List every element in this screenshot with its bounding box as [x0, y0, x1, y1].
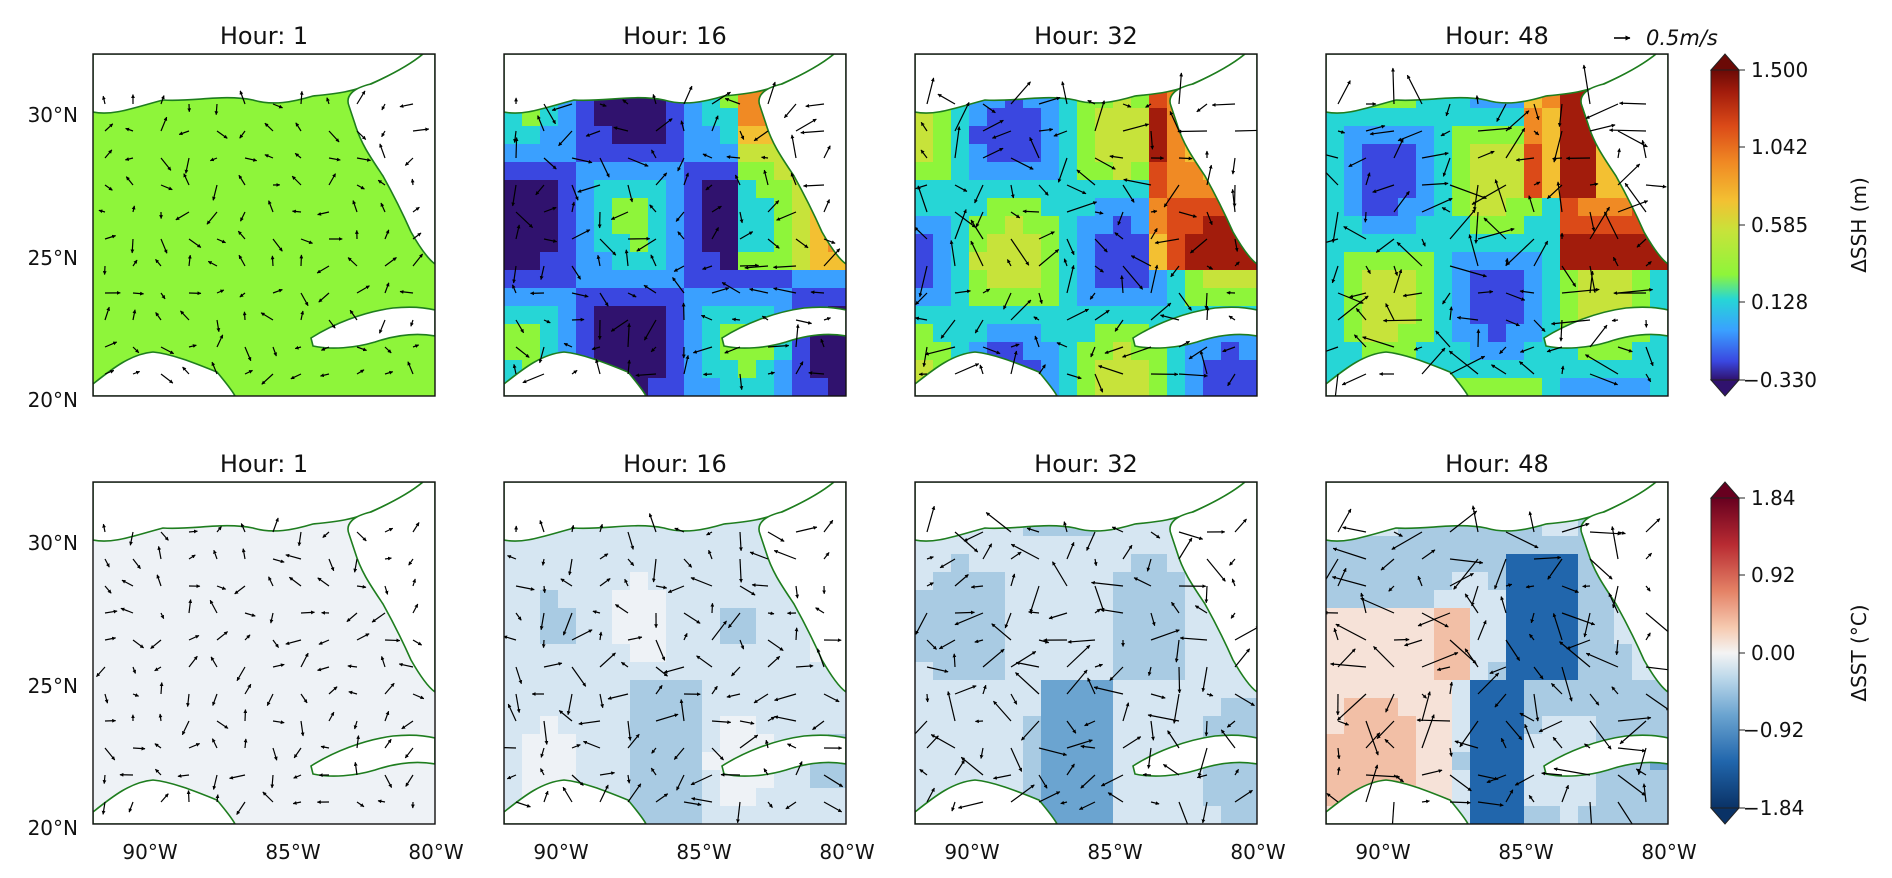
lat-tick-label: 25°N — [28, 246, 78, 270]
row-ssh: Hour: 1 Hour: 16 Hour: 32 Hour: 48 — [92, 22, 1669, 397]
land — [915, 54, 1257, 396]
colorbar-tick-label: 1.042 — [1751, 135, 1808, 159]
panel-title: Hour: 48 — [1445, 22, 1549, 50]
lat-ticks-bottom: 30°N 25°N 20°N — [28, 531, 78, 840]
lat-tick-label: 20°N — [28, 388, 78, 412]
land — [93, 482, 435, 824]
velocity-arrows — [96, 517, 425, 815]
lon-ticks: 90°W 85°W 80°W 90°W 85°W 80°W 90°W 85°W … — [122, 840, 1696, 864]
colorbar-tick-label: −0.92 — [1743, 718, 1804, 742]
panel-sst-32: Hour: 32 — [914, 450, 1258, 825]
lon-tick-label: 85°W — [1498, 840, 1553, 864]
panel-sst-16: Hour: 16 — [503, 450, 847, 825]
colorbar-tick-label: 1.500 — [1751, 58, 1808, 82]
panel-title: Hour: 48 — [1445, 450, 1549, 478]
colorbar-sst-label: ΔSST (°C) — [1847, 604, 1871, 701]
colorbar-ssh-upper-extension — [1709, 53, 1741, 71]
panel-ssh-32: Hour: 32 — [914, 22, 1258, 397]
panel-title: Hour: 16 — [623, 450, 727, 478]
panel-ssh-1: Hour: 1 — [92, 22, 436, 397]
lat-tick-label: 20°N — [28, 816, 78, 840]
map-area — [1326, 54, 1668, 396]
colorbar-sst: 1.84 0.92 0.00 −0.92 −1.84 ΔSST (°C) — [1709, 481, 1871, 825]
lon-tick-label: 90°W — [1355, 840, 1410, 864]
map-area — [915, 54, 1257, 396]
lat-tick-label: 25°N — [28, 674, 78, 698]
panel-sst-48: Hour: 48 — [1325, 450, 1669, 825]
lon-tick-label: 90°W — [533, 840, 588, 864]
panel-frame — [503, 53, 847, 397]
panel-sst-1: Hour: 1 — [92, 450, 436, 825]
colorbar-sst-bar — [1710, 497, 1740, 809]
velocity-arrows — [915, 505, 1257, 824]
lon-tick-label: 85°W — [676, 840, 731, 864]
panel-title: Hour: 1 — [220, 22, 308, 50]
lat-tick-label: 30°N — [28, 103, 78, 127]
map-area — [93, 482, 435, 824]
panel-frame — [92, 481, 436, 825]
panel-frame — [1325, 53, 1669, 397]
colorbar-ssh-ticks — [1739, 69, 1745, 381]
panel-frame — [503, 481, 847, 825]
colorbar-sst-lower-extension — [1709, 807, 1741, 825]
quiver-key: 0.5m/s — [1614, 26, 1718, 50]
lon-tick-label: 80°W — [819, 840, 874, 864]
sst-field — [504, 482, 846, 824]
panel-title: Hour: 32 — [1034, 450, 1138, 478]
colorbar-tick-label: −0.330 — [1743, 368, 1817, 392]
velocity-arrows — [511, 81, 841, 391]
velocity-arrows — [915, 72, 1257, 393]
map-area — [915, 482, 1257, 824]
panel-ssh-16: Hour: 16 — [503, 22, 847, 397]
map-area — [93, 54, 435, 396]
lon-tick-label: 90°W — [944, 840, 999, 864]
colorbar-tick-label: 0.00 — [1751, 641, 1796, 665]
colorbar-tick-label: 1.84 — [1751, 486, 1796, 510]
quiver-key-label: 0.5m/s — [1646, 26, 1718, 50]
panel-frame — [1325, 481, 1669, 825]
colorbar-sst-ticks — [1739, 497, 1745, 809]
panel-frame — [914, 481, 1258, 825]
colorbar-ssh-lower-extension — [1709, 379, 1741, 397]
lon-tick-label: 80°W — [408, 840, 463, 864]
map-area — [1326, 482, 1668, 824]
row-sst: Hour: 1 Hour: 16 Hour: 32 Hour: 48 — [92, 450, 1669, 825]
panel-title: Hour: 32 — [1034, 22, 1138, 50]
colorbar-ssh-bar — [1710, 69, 1740, 381]
panel-ssh-48: Hour: 48 — [1325, 22, 1669, 397]
colorbar-tick-label: 0.585 — [1751, 213, 1808, 237]
panel-frame — [914, 53, 1258, 397]
map-area — [504, 482, 846, 824]
lon-tick-label: 80°W — [1230, 840, 1285, 864]
velocity-arrows — [1326, 64, 1667, 396]
colorbar-tick-label: 0.92 — [1751, 563, 1796, 587]
velocity-arrows — [1326, 505, 1668, 824]
panel-frame — [92, 53, 436, 397]
colorbar-ssh: 1.500 1.042 0.585 0.128 −0.330 ΔSSH (m) — [1709, 53, 1871, 397]
lon-tick-label: 90°W — [122, 840, 177, 864]
panel-title: Hour: 16 — [623, 22, 727, 50]
velocity-arrows — [98, 90, 430, 385]
lat-ticks-top: 30°N 25°N 20°N — [28, 103, 78, 412]
velocity-arrows — [504, 513, 843, 824]
lon-tick-label: 85°W — [265, 840, 320, 864]
panel-title: Hour: 1 — [220, 450, 308, 478]
map-area — [504, 54, 846, 396]
colorbar-sst-upper-extension — [1709, 481, 1741, 499]
colorbar-ssh-label: ΔSSH (m) — [1847, 177, 1871, 273]
lon-tick-label: 80°W — [1641, 840, 1696, 864]
lat-tick-label: 30°N — [28, 531, 78, 555]
colorbar-tick-label: −1.84 — [1743, 796, 1804, 820]
colorbar-tick-label: 0.128 — [1751, 290, 1808, 314]
lon-tick-label: 85°W — [1087, 840, 1142, 864]
